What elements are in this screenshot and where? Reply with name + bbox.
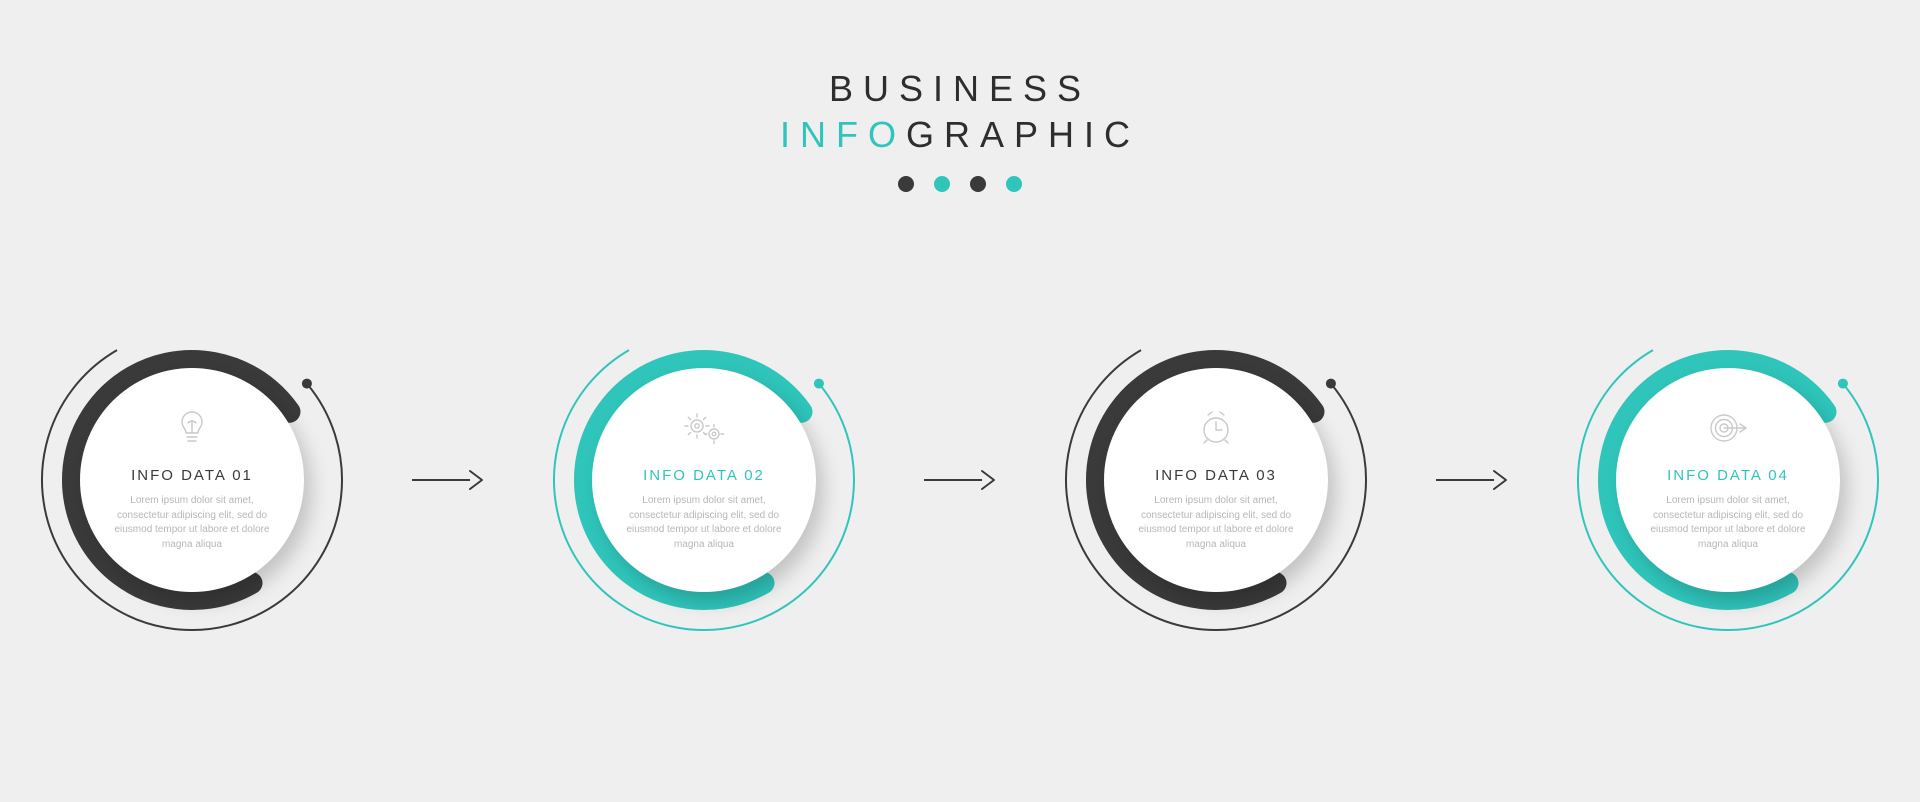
indicator-dot-1	[898, 176, 914, 192]
heading-line2-prefix: INFO	[780, 114, 906, 155]
step-04-body: Lorem ipsum dolor sit amet, consectetur …	[1644, 494, 1812, 552]
arrow-3	[1436, 467, 1508, 493]
heading: BUSINESS INFOGRAPHIC	[0, 68, 1920, 156]
step-01-label: INFO DATA 01	[131, 467, 253, 484]
steps-row: INFO DATA 01 Lorem ipsum dolor sit amet,…	[0, 320, 1920, 640]
indicator-dot-4	[1006, 176, 1022, 192]
step-02-label: INFO DATA 02	[643, 467, 765, 484]
heading-line1: BUSINESS	[0, 68, 1920, 110]
step-01: INFO DATA 01 Lorem ipsum dolor sit amet,…	[32, 320, 352, 640]
arrow-2	[924, 467, 996, 493]
step-03-label: INFO DATA 03	[1155, 467, 1277, 484]
step-03: INFO DATA 03 Lorem ipsum dolor sit amet,…	[1056, 320, 1376, 640]
clock-icon	[1196, 408, 1236, 453]
step-02-disc: INFO DATA 02 Lorem ipsum dolor sit amet,…	[592, 368, 816, 592]
indicator-dot-2	[934, 176, 950, 192]
arrow-1	[412, 467, 484, 493]
step-04-disc: INFO DATA 04 Lorem ipsum dolor sit amet,…	[1616, 368, 1840, 592]
gears-icon	[682, 408, 726, 453]
heading-line2: INFOGRAPHIC	[0, 114, 1920, 156]
lightbulb-icon	[172, 408, 212, 453]
heading-line2-suffix: GRAPHIC	[906, 114, 1140, 155]
infographic-canvas: BUSINESS INFOGRAPHIC INFO DATA 01 Lorem …	[0, 0, 1920, 802]
step-04: INFO DATA 04 Lorem ipsum dolor sit amet,…	[1568, 320, 1888, 640]
step-04-label: INFO DATA 04	[1667, 467, 1789, 484]
step-02: INFO DATA 02 Lorem ipsum dolor sit amet,…	[544, 320, 864, 640]
indicator-dot-3	[970, 176, 986, 192]
target-icon	[1706, 408, 1750, 453]
step-01-disc: INFO DATA 01 Lorem ipsum dolor sit amet,…	[80, 368, 304, 592]
step-02-body: Lorem ipsum dolor sit amet, consectetur …	[620, 494, 788, 552]
step-03-body: Lorem ipsum dolor sit amet, consectetur …	[1132, 494, 1300, 552]
indicator-dots	[0, 176, 1920, 192]
step-03-disc: INFO DATA 03 Lorem ipsum dolor sit amet,…	[1104, 368, 1328, 592]
step-01-body: Lorem ipsum dolor sit amet, consectetur …	[108, 494, 276, 552]
